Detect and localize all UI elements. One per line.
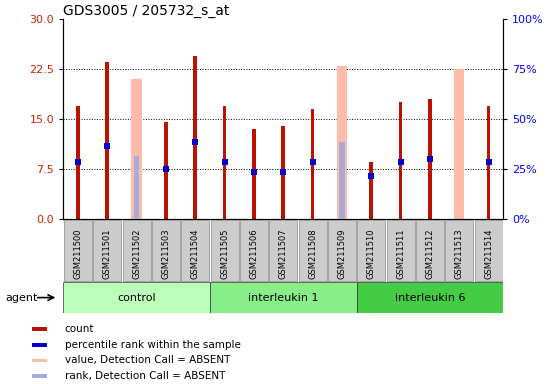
Text: GSM211512: GSM211512 xyxy=(425,228,435,279)
Bar xyxy=(32,374,47,378)
Bar xyxy=(32,359,47,362)
Bar xyxy=(76,106,80,219)
Bar xyxy=(387,220,415,281)
Text: GSM211502: GSM211502 xyxy=(132,228,141,279)
Text: interleukin 6: interleukin 6 xyxy=(395,293,465,303)
Bar xyxy=(416,220,444,281)
Bar xyxy=(269,220,298,281)
Text: value, Detection Call = ABSENT: value, Detection Call = ABSENT xyxy=(65,356,230,366)
Text: control: control xyxy=(117,293,156,303)
Text: GSM211500: GSM211500 xyxy=(73,228,82,279)
Bar xyxy=(299,220,327,281)
Bar xyxy=(164,122,168,219)
Bar xyxy=(32,343,47,346)
Bar xyxy=(445,220,474,281)
Bar xyxy=(311,109,315,219)
Text: GSM211504: GSM211504 xyxy=(191,228,200,279)
Bar xyxy=(282,126,285,219)
Bar xyxy=(357,220,386,281)
Bar xyxy=(370,162,373,219)
Text: GSM211505: GSM211505 xyxy=(220,228,229,279)
Text: GSM211513: GSM211513 xyxy=(455,228,464,279)
Bar xyxy=(240,220,268,281)
Text: GSM211501: GSM211501 xyxy=(103,228,112,279)
Bar xyxy=(63,282,210,313)
Bar xyxy=(339,142,344,219)
Bar xyxy=(399,103,403,219)
Bar xyxy=(131,79,142,219)
Bar xyxy=(328,220,356,281)
Text: GSM211511: GSM211511 xyxy=(396,228,405,279)
Bar xyxy=(93,220,122,281)
Bar xyxy=(487,106,491,219)
Bar xyxy=(210,282,356,313)
Bar xyxy=(134,156,139,219)
Bar xyxy=(337,66,347,219)
Bar xyxy=(152,220,180,281)
Text: percentile rank within the sample: percentile rank within the sample xyxy=(65,339,240,349)
Bar xyxy=(181,220,210,281)
Bar xyxy=(356,282,503,313)
Text: GSM211514: GSM211514 xyxy=(484,228,493,279)
Bar xyxy=(106,63,109,219)
Bar xyxy=(211,220,239,281)
Text: GSM211506: GSM211506 xyxy=(249,228,258,279)
Bar xyxy=(64,220,92,281)
Text: interleukin 1: interleukin 1 xyxy=(248,293,318,303)
Bar xyxy=(223,106,227,219)
Bar xyxy=(454,69,464,219)
Text: GSM211503: GSM211503 xyxy=(161,228,170,279)
Bar xyxy=(194,56,197,219)
Text: GSM211507: GSM211507 xyxy=(279,228,288,279)
Text: GDS3005 / 205732_s_at: GDS3005 / 205732_s_at xyxy=(63,4,230,18)
Bar xyxy=(123,220,151,281)
Bar xyxy=(252,129,256,219)
Text: count: count xyxy=(65,324,94,334)
Text: agent: agent xyxy=(5,293,37,303)
Text: rank, Detection Call = ABSENT: rank, Detection Call = ABSENT xyxy=(65,371,225,381)
Text: GSM211508: GSM211508 xyxy=(308,228,317,279)
Text: GSM211509: GSM211509 xyxy=(337,228,346,279)
Text: GSM211510: GSM211510 xyxy=(367,228,376,279)
Bar xyxy=(428,99,432,219)
Bar xyxy=(475,220,503,281)
Bar xyxy=(32,327,47,331)
